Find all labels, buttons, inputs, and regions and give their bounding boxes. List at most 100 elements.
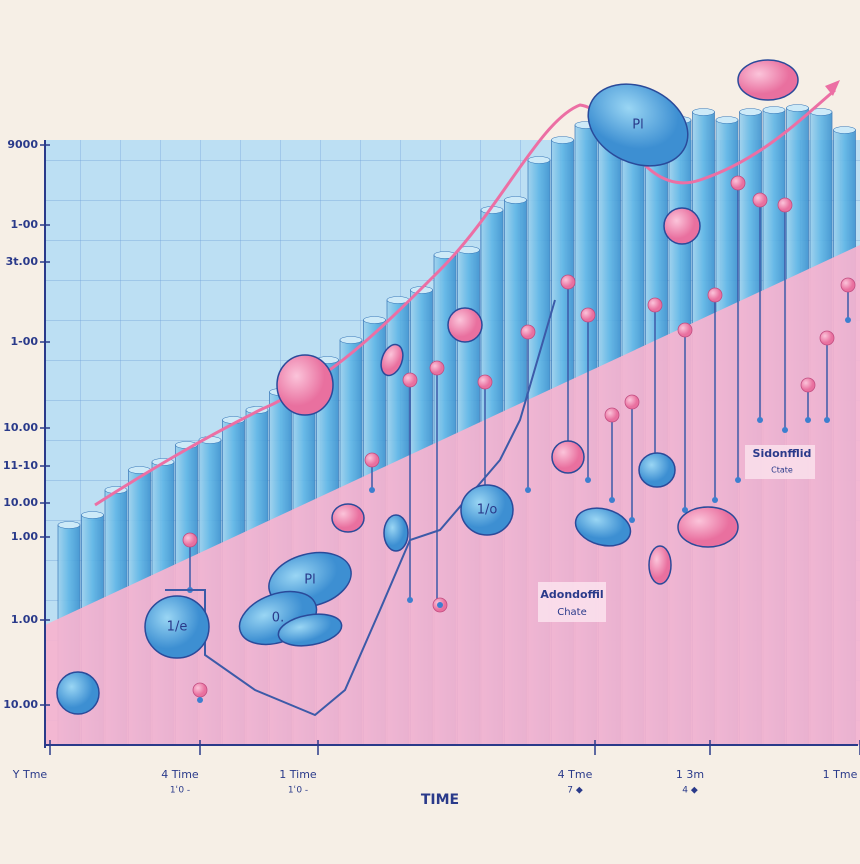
dot: [840, 277, 856, 293]
y-tick-label: 11-10: [3, 459, 39, 472]
pill-label: Pl: [304, 573, 315, 588]
dot-end: [629, 517, 635, 523]
bar-top: [551, 136, 574, 144]
dot-end: [824, 417, 830, 423]
bar-top: [739, 108, 762, 116]
dot: [730, 175, 746, 191]
dot: [819, 330, 835, 346]
dot: [604, 407, 620, 423]
pill: [276, 354, 334, 416]
annotation-subtitle: Ctate: [771, 466, 793, 475]
dot: [402, 372, 418, 388]
y-tick-label: 10.00: [3, 421, 38, 434]
x-tick-label: 1 Tme: [823, 768, 858, 781]
pill: [56, 671, 100, 715]
y-tick-label: 1.00: [11, 530, 38, 543]
pill: [638, 452, 676, 488]
pill: [380, 343, 404, 377]
dot-end: [525, 487, 531, 493]
dot-end: [407, 597, 413, 603]
arrow-head: [825, 80, 840, 96]
dot-end: [609, 497, 615, 503]
pill-label: 1/o: [477, 503, 498, 518]
dot-end: [585, 477, 591, 483]
pill-label: Pl: [632, 118, 643, 133]
dot: [624, 394, 640, 410]
dot: [777, 197, 793, 213]
pill: [460, 484, 514, 536]
dot-end: [437, 602, 443, 608]
bar-top: [762, 106, 786, 114]
dot: [477, 374, 493, 390]
y-tick-label: 1-00: [10, 335, 38, 348]
pill-label: 0.: [272, 611, 284, 626]
y-tick-label: 9000: [7, 138, 38, 151]
pill: [648, 545, 672, 585]
pill: [277, 613, 343, 647]
pill: [574, 507, 632, 547]
x-tick-label: 4 Tme: [558, 768, 593, 781]
dot-end: [845, 317, 851, 323]
x-tick-label: 1 3m: [676, 768, 704, 781]
bar-top: [833, 126, 856, 134]
bar-top: [339, 336, 363, 344]
dot: [677, 322, 693, 338]
dot: [647, 297, 663, 313]
pill: [551, 440, 585, 474]
x-sublabel: 1ʿ0 -: [170, 786, 190, 796]
dot: [560, 274, 576, 290]
x-tick-label: Y Tme: [12, 768, 48, 781]
dot-end: [757, 417, 763, 423]
pill: [144, 595, 210, 659]
pill-label: 1/e: [167, 620, 188, 635]
dot-end: [712, 497, 718, 503]
connector: [165, 299, 556, 717]
trend-curve: [94, 88, 836, 507]
pill: [737, 59, 799, 101]
pill: [677, 506, 739, 548]
dot-end: [782, 427, 788, 433]
pill: [331, 503, 365, 533]
y-tick-label: 3t.00: [6, 255, 39, 268]
bar-top: [363, 316, 386, 324]
x-axis-title: TIME: [421, 792, 459, 808]
bar-top: [57, 521, 81, 529]
x-sublabel: 4 ◆: [682, 786, 698, 796]
bar-top: [81, 511, 104, 519]
x-sublabel: 1ʿ0 -: [288, 786, 308, 796]
annotation-title: Adondoffil: [540, 588, 603, 601]
pill: [587, 83, 689, 167]
annotation-subtitle: Chate: [557, 607, 587, 618]
dot: [429, 360, 445, 376]
dot: [364, 452, 380, 468]
dot: [752, 192, 768, 208]
bar-top: [692, 108, 715, 116]
y-tick-label: 1-00: [10, 218, 38, 231]
dot-end: [805, 417, 811, 423]
bar-top: [504, 196, 527, 204]
pill: [663, 207, 701, 245]
dot: [800, 377, 816, 393]
y-tick-label: 10.00: [3, 496, 38, 509]
pill: [383, 514, 409, 552]
dot: [182, 532, 198, 548]
dot: [707, 287, 723, 303]
x-sublabel: 7 ◆: [567, 786, 583, 796]
dot-end: [735, 477, 741, 483]
bar-top: [786, 104, 809, 112]
annotation-box: [538, 582, 606, 622]
dot-end: [197, 697, 203, 703]
annotation-box: [745, 445, 815, 479]
y-tick-label: 1.00: [11, 613, 38, 626]
x-tick-label: 4 Time: [161, 768, 199, 781]
dot: [192, 682, 208, 698]
pill: [447, 307, 483, 343]
dot: [580, 307, 596, 323]
y-tick-label: 10.00: [3, 698, 38, 711]
annotation-title: Sidonfflid: [753, 447, 812, 460]
bar-top: [527, 156, 551, 164]
x-tick-label: 1 Time: [279, 768, 317, 781]
bar-top: [715, 116, 739, 124]
